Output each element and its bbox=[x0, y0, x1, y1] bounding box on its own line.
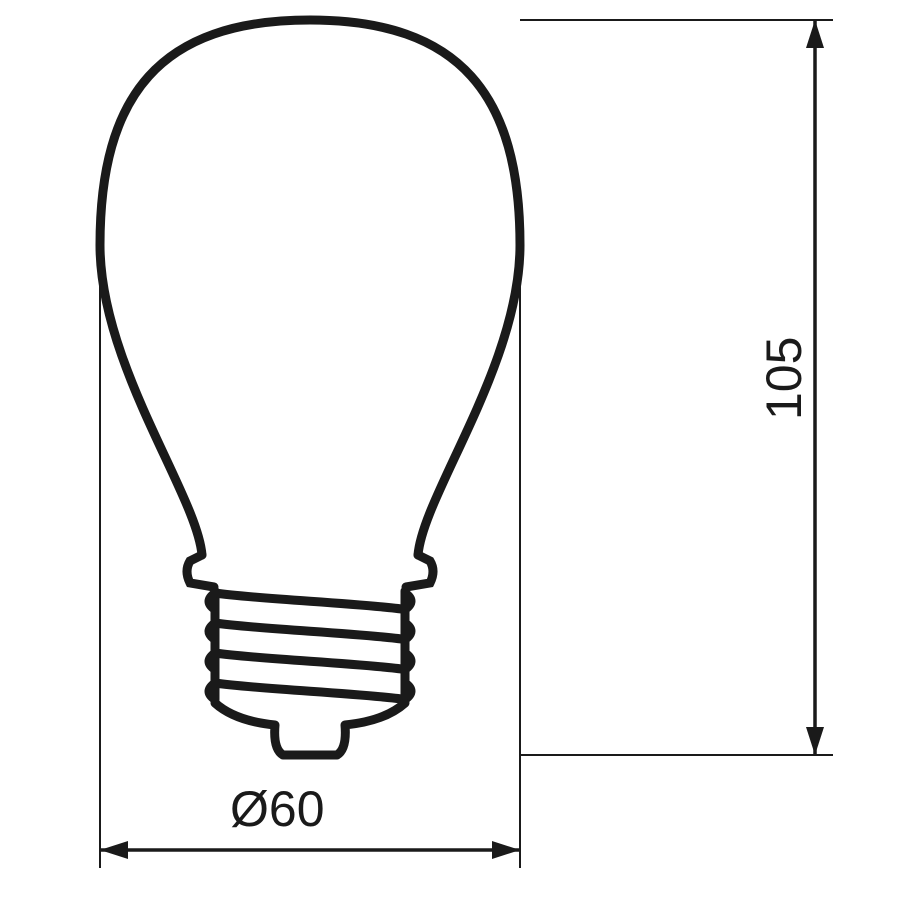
collar-left bbox=[187, 555, 214, 587]
height-dimension-label: 105 bbox=[755, 337, 813, 420]
collar-right bbox=[406, 555, 433, 587]
diameter-dimension-label: Ø60 bbox=[230, 780, 325, 838]
bulb-glass-outline bbox=[100, 20, 520, 555]
bulb-tip bbox=[215, 703, 405, 755]
bulb-technical-drawing bbox=[0, 0, 905, 905]
